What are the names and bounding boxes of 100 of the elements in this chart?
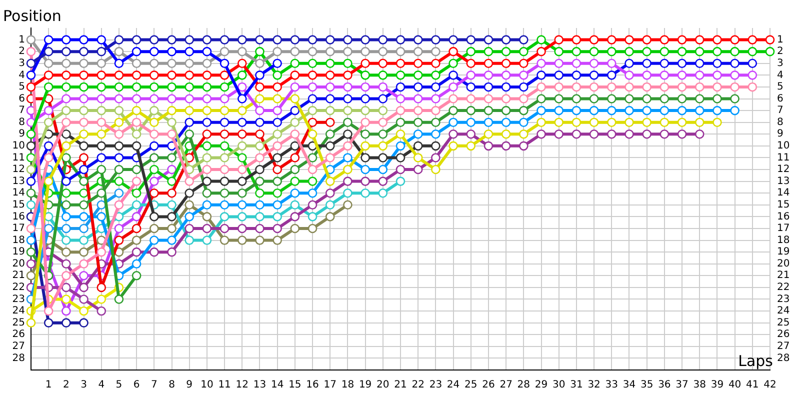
y-tick-label: 27 [12, 341, 25, 352]
x-tick-label: 16 [306, 380, 319, 391]
x-tick-label: 10 [200, 380, 214, 391]
x-tick-label: 13 [253, 380, 266, 391]
y2-tick-label: 27 [777, 341, 790, 352]
x-tick-label: 19 [358, 380, 372, 391]
y2-tick-label: 25 [777, 317, 790, 328]
y-tick-label: 4 [18, 70, 25, 81]
y2-tick-label: 3 [777, 58, 784, 69]
y-tick-label: 6 [18, 93, 25, 104]
y-tick-label: 15 [12, 199, 25, 210]
y2-tick-label: 8 [777, 116, 784, 128]
y2-tick-label: 26 [777, 329, 790, 340]
y-tick-label: 9 [18, 128, 25, 140]
y2-tick-label: 11 [777, 152, 790, 164]
x-tick-label: 17 [324, 380, 336, 391]
x-tick-label: 5 [116, 380, 122, 391]
y-tick-label: 10 [12, 140, 25, 152]
y-tick-label: 11 [12, 152, 25, 164]
x-tick-label: 8 [168, 380, 175, 391]
y2-tick-label: 6 [777, 93, 784, 104]
x-tick-label: 36 [658, 380, 671, 391]
y-tick-label: 22 [12, 282, 25, 294]
x-tick-label: 4 [98, 380, 105, 391]
x-tick-label: 29 [534, 380, 548, 391]
x-tick-label: 35 [640, 380, 654, 391]
y2-tick-label: 10 [777, 140, 790, 152]
y2-tick-label: 7 [777, 105, 784, 116]
y-tick-label: 28 [12, 352, 25, 364]
y-tick-label: 23 [12, 294, 25, 305]
x-tick-label: 31 [570, 380, 583, 391]
y2-tick-label: 18 [777, 234, 790, 246]
y2-tick-label: 5 [777, 82, 784, 93]
x-tick-label: 20 [376, 380, 390, 391]
x-tick-label: 37 [676, 380, 688, 391]
y2-tick-label: 22 [777, 282, 790, 294]
y-tick-label: 20 [12, 258, 25, 270]
x-tick-label: 41 [746, 380, 759, 391]
x-tick-label: 23 [429, 380, 442, 391]
x-tick-label: 24 [446, 380, 460, 391]
x-tick-label: 33 [605, 380, 618, 391]
y-tick-label: 12 [12, 164, 25, 176]
y2-tick-label: 2 [777, 46, 784, 58]
x-tick-label: 12 [236, 380, 249, 391]
x-axis-title: Laps [738, 352, 774, 370]
x-tick-label: 39 [710, 380, 724, 391]
y2-tick-label: 1 [777, 34, 784, 46]
y-tick-label: 26 [12, 329, 25, 340]
y2-tick-label: 13 [777, 176, 790, 187]
y2-tick-label: 4 [777, 70, 784, 81]
y2-tick-label: 15 [777, 199, 790, 210]
x-tick-label: 38 [693, 380, 706, 391]
y-tick-label: 7 [18, 105, 25, 116]
x-tick-label: 42 [764, 380, 776, 391]
y-tick-label: 21 [12, 270, 25, 282]
y-tick-label: 18 [12, 234, 25, 246]
x-tick-label: 18 [341, 380, 354, 391]
y2-tick-label: 17 [777, 223, 790, 234]
y2-tick-label: 12 [777, 164, 790, 176]
x-tick-label: 15 [288, 380, 302, 391]
x-tick-label: 26 [482, 380, 495, 391]
x-tick-label: 25 [464, 380, 478, 391]
y-tick-label: 17 [12, 223, 25, 234]
y2-tick-label: 28 [777, 352, 790, 364]
x-tick-label: 40 [728, 380, 742, 391]
x-tick-label: 2 [63, 380, 70, 391]
x-tick-label: 9 [186, 380, 193, 391]
y2-tick-label: 20 [777, 258, 790, 270]
y2-tick-label: 24 [777, 306, 790, 317]
y2-tick-label: 16 [777, 211, 790, 222]
x-tick-label: 30 [552, 380, 566, 391]
y2-tick-label: 19 [777, 246, 790, 258]
y-tick-label: 16 [12, 211, 25, 222]
x-tick-label: 27 [500, 380, 512, 391]
x-tick-label: 34 [622, 380, 636, 391]
y2-tick-label: 23 [777, 294, 790, 305]
y-tick-label: 25 [12, 317, 25, 328]
x-tick-label: 6 [133, 380, 140, 391]
y-tick-label: 24 [12, 306, 25, 317]
x-tick-label: 22 [412, 380, 424, 391]
y2-tick-label: 21 [777, 270, 790, 282]
y-tick-label: 14 [12, 188, 25, 199]
x-tick-label: 28 [517, 380, 530, 391]
x-tick-label: 32 [588, 380, 600, 391]
x-tick-label: 1 [45, 380, 52, 391]
y-tick-label: 13 [12, 176, 25, 187]
y-tick-label: 3 [18, 58, 25, 69]
y-tick-label: 5 [18, 82, 25, 93]
y2-tick-label: 14 [777, 188, 790, 199]
y-tick-label: 1 [18, 34, 25, 46]
y-tick-label: 2 [18, 46, 25, 58]
x-tick-label: 11 [218, 380, 231, 391]
x-tick-label: 21 [394, 380, 407, 391]
y2-tick-label: 9 [777, 128, 784, 140]
x-tick-label: 14 [270, 380, 284, 391]
y-axis-title: Position [3, 7, 62, 25]
y-tick-label: 8 [18, 116, 25, 128]
y-tick-label: 19 [12, 246, 25, 258]
x-tick-label: 7 [150, 380, 158, 391]
x-tick-label: 3 [80, 380, 87, 391]
